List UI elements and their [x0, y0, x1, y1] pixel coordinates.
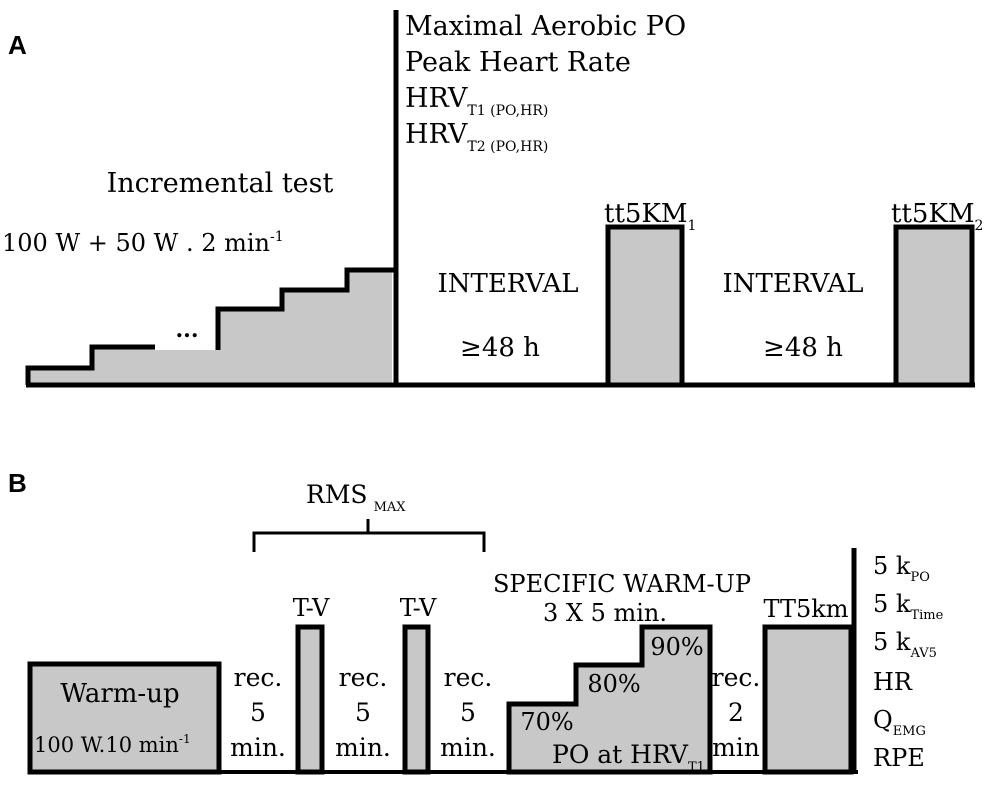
measure-maximal-aerobic-po: Maximal Aerobic PO — [405, 11, 686, 42]
incremental-ellipsis: ... — [176, 317, 199, 343]
step-90-label: 90% — [650, 633, 703, 661]
incremental-protocol: 100 W + 50 W . 2 min-1 — [2, 229, 284, 257]
recovery-1-line-2: 5 — [250, 698, 266, 727]
panel-a-label: A — [8, 30, 27, 60]
recovery-2-line-1: rec. — [339, 663, 388, 692]
specific-warmup-title: SPECIFIC WARM-UP — [493, 570, 751, 598]
interval-1-label: INTERVAL — [437, 269, 578, 299]
specific-warmup-detail: 3 X 5 min. — [543, 599, 667, 627]
recovery-3-line-1: rec. — [444, 663, 493, 692]
incremental-steps-lower — [25, 344, 155, 385]
outcome-5k-po: 5 kPO — [873, 552, 930, 585]
tt5km-2-label: tt5KM2 — [891, 199, 983, 234]
tt5km-block — [762, 624, 854, 775]
outcome-5k-time: 5 kTime — [873, 590, 944, 623]
outcome-5k-av5: 5 kAV5 — [873, 628, 937, 661]
tt5km-1-label: tt5KM1 — [604, 199, 696, 234]
recovery-1-line-1: rec. — [234, 663, 283, 692]
step-70-label: 70% — [520, 708, 573, 736]
outcome-hr: HR — [873, 668, 913, 696]
measure-peak-heart-rate: Peak Heart Rate — [405, 47, 631, 78]
recovery-1-line-3: min. — [230, 733, 286, 762]
rms-max-label: RMS MAX — [306, 480, 406, 515]
interval-2-label: INTERVAL — [722, 269, 863, 299]
tt5km-1-block — [605, 224, 685, 388]
panel-b-label: B — [8, 468, 27, 498]
po-at-hrv-label: PO at HRVT1 — [552, 740, 705, 775]
interval-1-duration: ≥48 h — [460, 333, 540, 363]
recovery-4-line-3: min — [712, 733, 760, 762]
rms-bracket — [252, 519, 486, 552]
tv-2-label: T-V — [400, 594, 437, 622]
tv-1-block — [295, 624, 325, 775]
recovery-4-line-1: rec. — [712, 663, 761, 692]
incremental-test-fill — [28, 270, 392, 385]
warmup-block — [27, 661, 222, 775]
outcome-q-emg: QEMG — [873, 706, 926, 739]
recovery-2-line-2: 5 — [355, 698, 371, 727]
specific-warmup-steps — [506, 624, 713, 775]
warmup-title: Warm-up — [60, 679, 179, 709]
recovery-4-line-2: 2 — [728, 698, 744, 727]
tv-2-block — [402, 624, 431, 775]
warmup-protocol: 100 W.10 min-1 — [34, 732, 191, 757]
measure-hrv-t2: HRVT2 (PO,HR) — [405, 119, 548, 155]
outcome-rpe: RPE — [873, 744, 925, 772]
incremental-test-title: Incremental test — [107, 168, 334, 199]
incremental-steps-upper — [215, 267, 395, 350]
tt5km-label: TT5km — [763, 595, 848, 623]
tt5km-2-block — [893, 224, 975, 388]
recovery-3-line-3: min. — [440, 733, 496, 762]
step-80-label: 80% — [587, 670, 640, 698]
recovery-3-line-2: 5 — [460, 698, 476, 727]
interval-2-duration: ≥48 h — [763, 333, 843, 363]
tv-1-label: T-V — [293, 594, 330, 622]
recovery-2-line-3: min. — [335, 733, 391, 762]
measure-hrv-t1: HRVT1 (PO,HR) — [405, 83, 548, 119]
